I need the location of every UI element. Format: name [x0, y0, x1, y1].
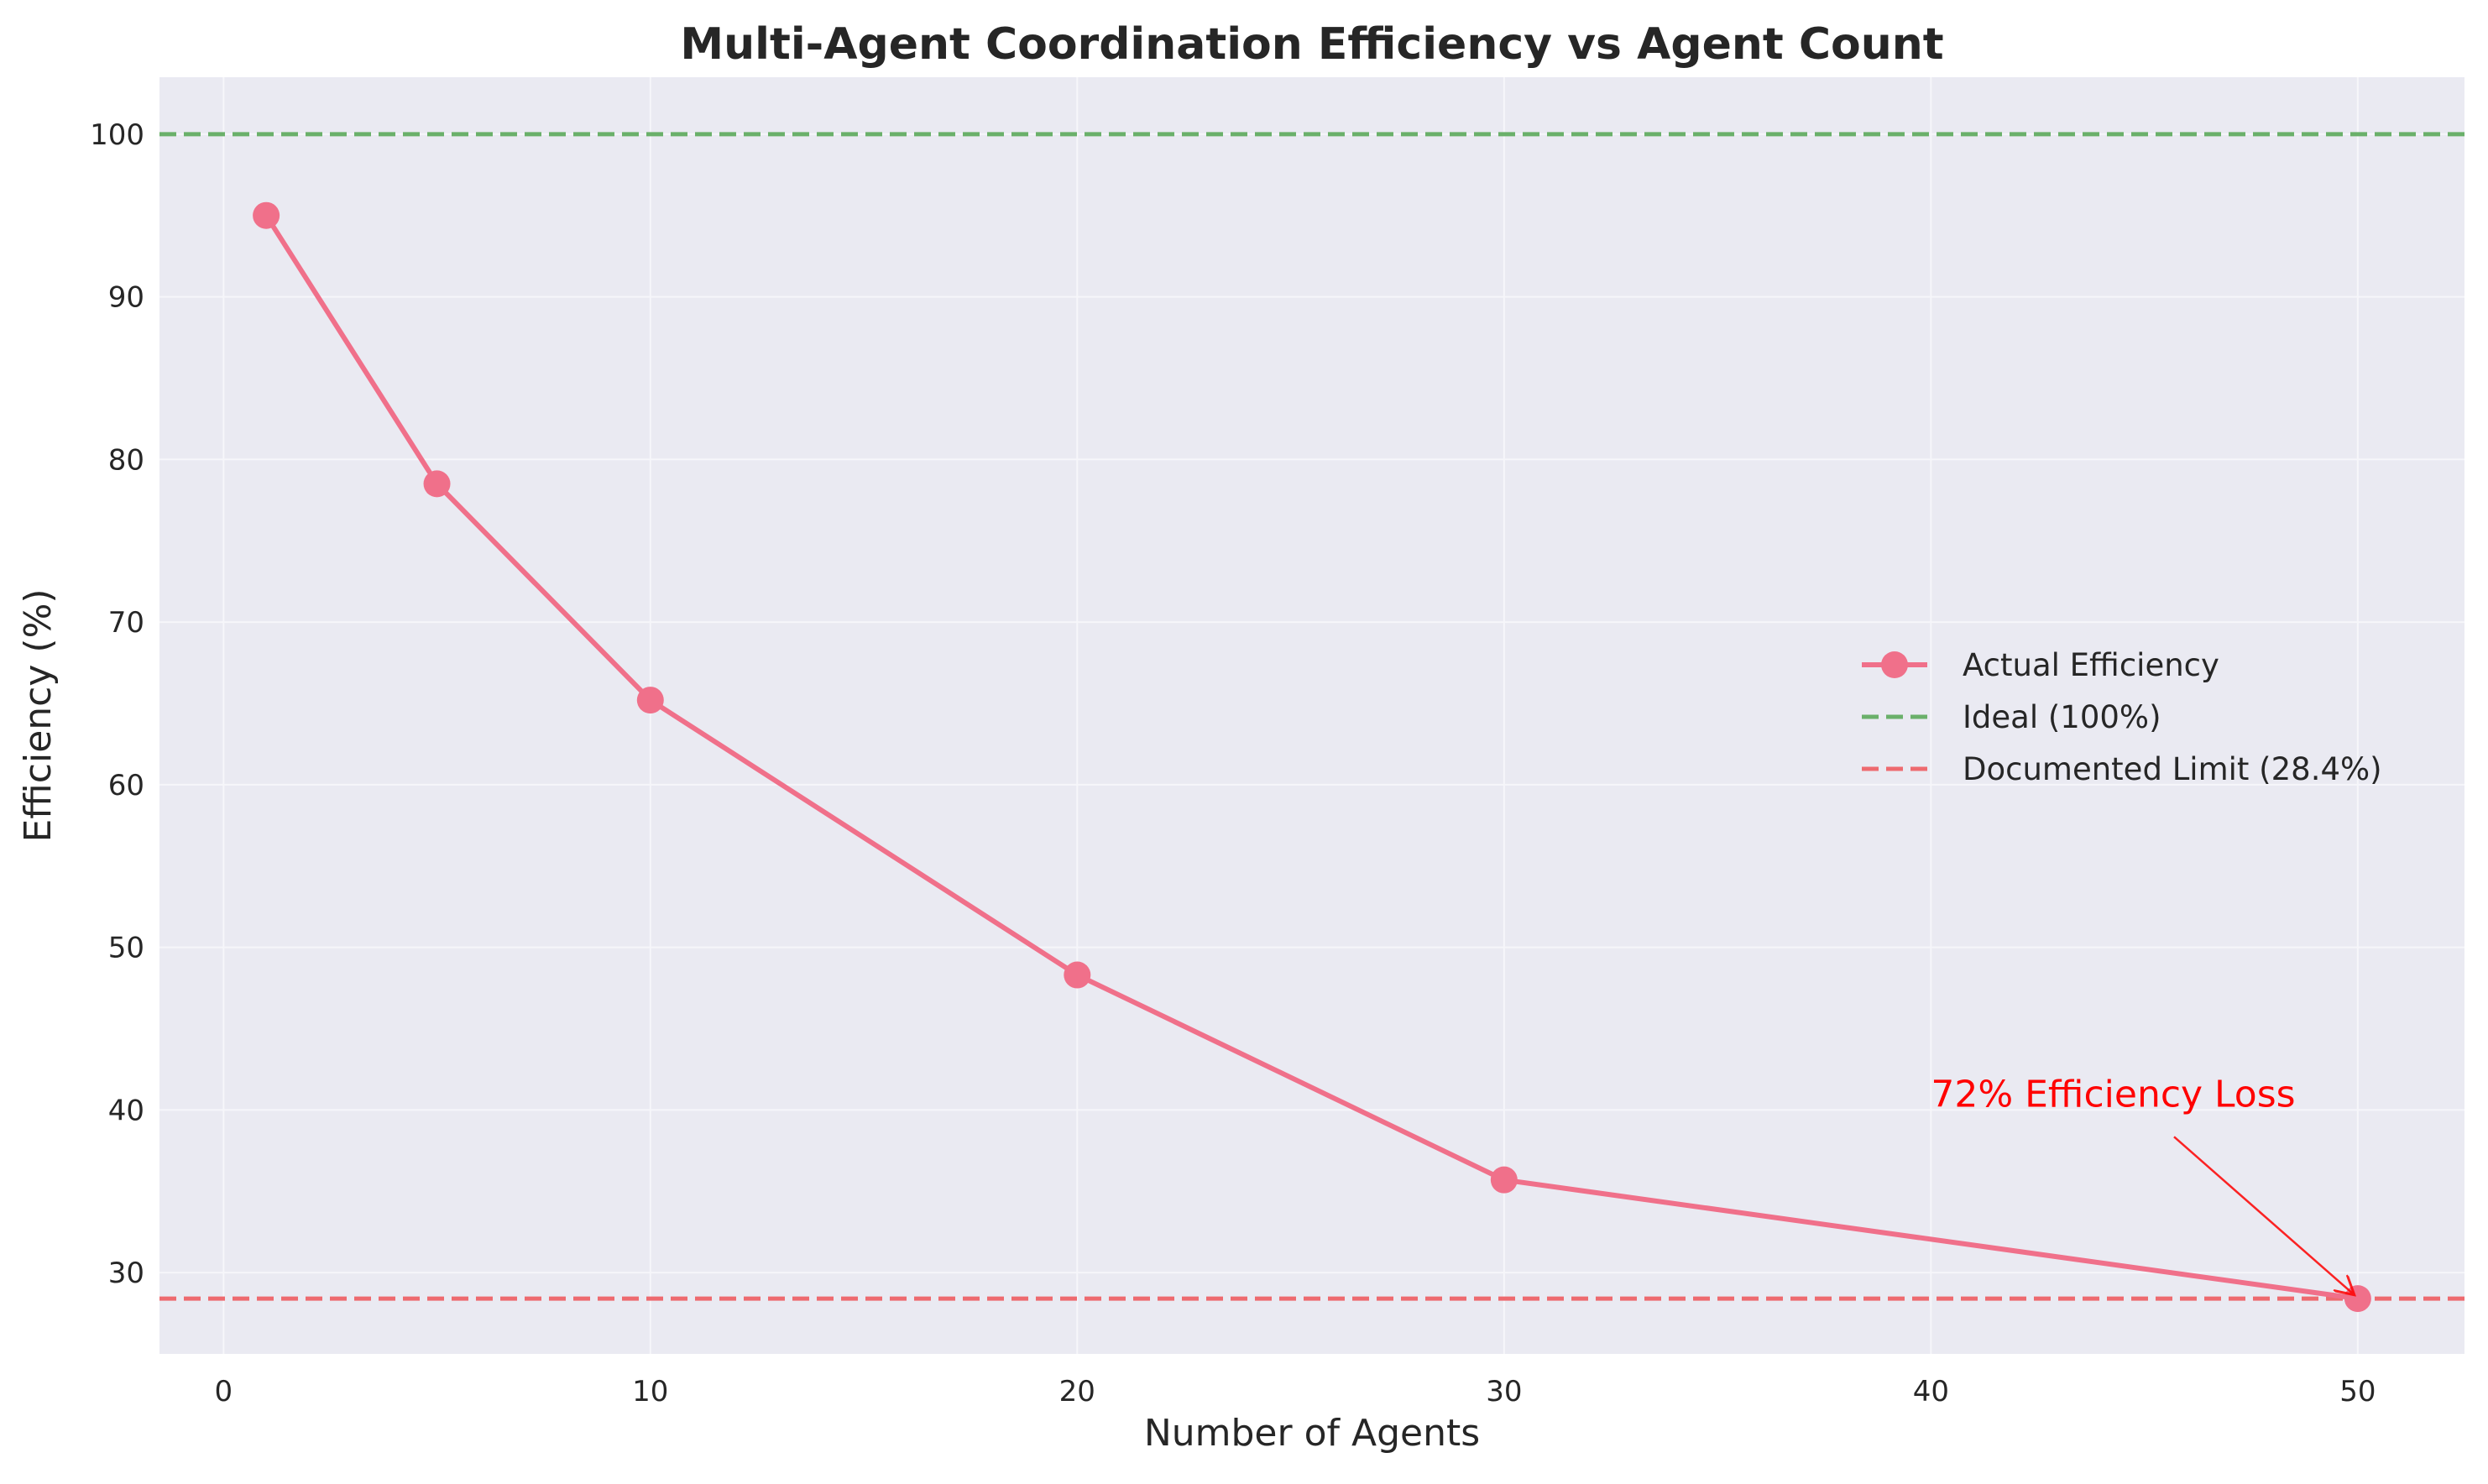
x-tick-label: 20	[1059, 1375, 1095, 1408]
y-tick-label: 90	[108, 281, 144, 315]
series-layer	[253, 201, 2371, 1313]
legend-marker-swatch	[1881, 651, 1908, 678]
y-tick-label: 30	[108, 1257, 144, 1290]
legend-label: Documented Limit (28.4%)	[1963, 751, 2382, 787]
x-tick-label: 40	[1913, 1375, 1949, 1408]
x-tick-label: 30	[1486, 1375, 1522, 1408]
y-axis-label: Efficiency (%)	[17, 588, 60, 842]
data-point	[253, 201, 280, 229]
tick-labels: 0 10 20 30 40 50 30 40 50 60 70 80 90 100	[90, 118, 2376, 1408]
x-tick-label: 10	[632, 1375, 668, 1408]
series-line	[264, 212, 2360, 1302]
annotation-arrow	[2173, 1136, 2353, 1293]
x-axis-label: Number of Agents	[1144, 1412, 1480, 1455]
annotation-text: 72% Efficiency Loss	[1931, 1073, 2295, 1116]
legend-label: Ideal (100%)	[1963, 699, 2161, 735]
y-tick-label: 50	[108, 932, 144, 965]
x-tick-label: 0	[214, 1375, 233, 1408]
legend: Actual Efficiency Ideal (100%) Documented …	[1862, 647, 2382, 787]
plot-background	[159, 77, 2464, 1354]
legend-label: Actual Efficiency	[1963, 647, 2219, 683]
y-tick-label: 70	[108, 606, 144, 640]
data-point	[636, 687, 664, 714]
y-tick-label: 40	[108, 1094, 144, 1127]
data-point	[423, 470, 451, 498]
data-point	[1064, 961, 1091, 989]
x-tick-label: 50	[2339, 1375, 2376, 1408]
chart-title: Multi-Agent Coordination Efficiency vs A…	[680, 19, 1943, 70]
reference-lines	[159, 132, 2464, 1301]
y-tick-label: 60	[108, 769, 144, 802]
y-tick-label: 80	[108, 443, 144, 477]
data-point	[1490, 1166, 1518, 1194]
annotation-layer: 72% Efficiency Loss	[1931, 1073, 2353, 1293]
y-tick-label: 100	[90, 118, 144, 152]
